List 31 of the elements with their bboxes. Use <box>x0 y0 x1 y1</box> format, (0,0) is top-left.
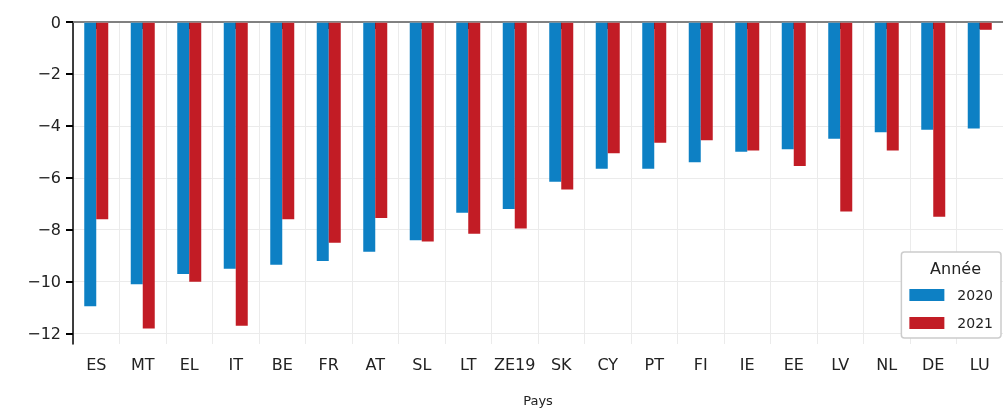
y-tick-label: −10 <box>27 272 61 292</box>
x-tick-label: LU <box>969 354 990 374</box>
x-tick-label: AT <box>365 354 386 374</box>
y-tick-label: −12 <box>27 324 61 344</box>
y-tick-label: −6 <box>37 168 61 188</box>
x-tick-label: EE <box>783 354 804 374</box>
x-tick-label: IE <box>739 354 755 374</box>
x-tick-label: LT <box>460 354 477 374</box>
x-tick-label: SK <box>550 354 573 374</box>
y-tick-label: 0 <box>50 12 61 32</box>
x-tick-label: FR <box>318 354 339 374</box>
x-tick-label: IT <box>228 354 244 374</box>
x-tick-label: SL <box>412 354 432 374</box>
x-tick-label: PT <box>644 354 665 374</box>
x-tick-label: DE <box>922 354 945 374</box>
x-tick-label: FI <box>693 354 708 374</box>
legend-title: Année <box>930 258 982 278</box>
x-tick-label: ZE19 <box>494 354 536 374</box>
legend-label: 2020 <box>957 287 994 303</box>
y-tick-label: −2 <box>37 64 61 84</box>
x-tick-label: MT <box>130 354 155 374</box>
x-tick-label: ES <box>86 354 107 374</box>
legend-label: 2021 <box>957 315 994 331</box>
x-tick-label: NL <box>876 354 898 374</box>
x-tick-label: EL <box>179 354 199 374</box>
y-tick-label: −8 <box>37 220 61 240</box>
x-tick-label: CY <box>597 354 619 374</box>
x-tick-label: LV <box>831 354 850 374</box>
x-axis-title: Pays <box>523 393 554 408</box>
x-tick-label: BE <box>271 354 293 374</box>
y-tick-label: −4 <box>37 116 61 136</box>
